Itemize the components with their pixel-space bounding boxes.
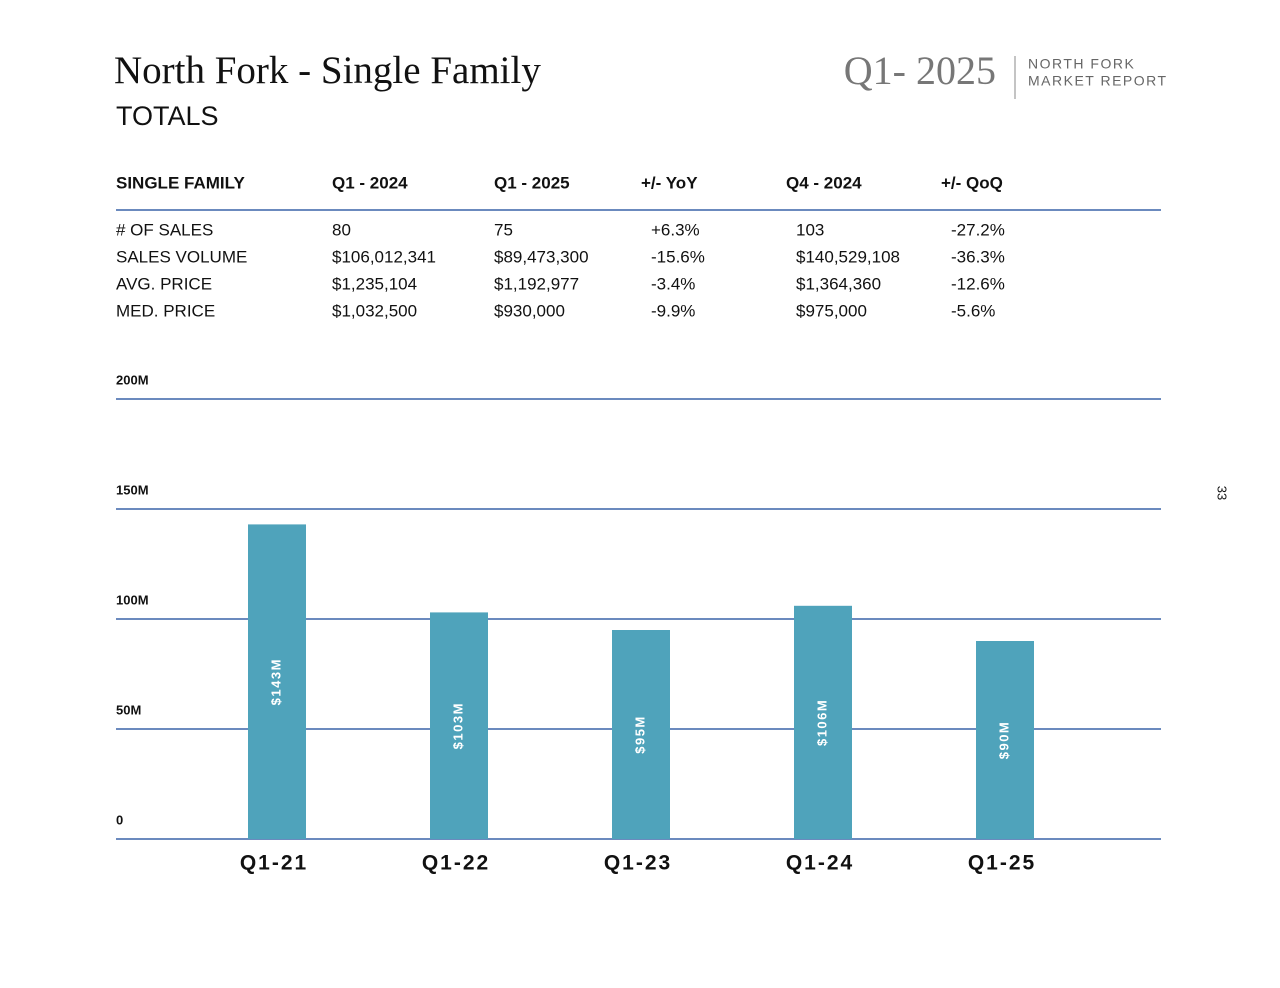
table-cell: AVG. PRICE (116, 274, 212, 293)
column-header: +/- QoQ (941, 173, 1003, 192)
brand: MARKET REPORT (1028, 73, 1168, 89)
table-cell: SALES VOLUME (116, 247, 247, 266)
y-tick-label: 0 (116, 812, 123, 827)
column-header: +/- YoY (641, 173, 698, 192)
table-cell: -15.6% (651, 247, 705, 266)
column-header: SINGLE FAMILY (116, 173, 245, 192)
bar (248, 524, 306, 839)
table-cell: $1,192,977 (494, 274, 579, 293)
period: Q1- 2025 (844, 48, 996, 93)
brand: NORTH FORK (1028, 56, 1135, 72)
column-header: Q1 - 2024 (332, 173, 408, 192)
bar-label: $143M (268, 658, 283, 705)
table-cell: -27.2% (951, 220, 1005, 239)
table-cell: 75 (494, 220, 513, 239)
x-tick-label: Q1-24 (786, 852, 854, 875)
bar (976, 641, 1034, 839)
title: North Fork - Single Family (114, 49, 541, 92)
table-cell: $930,000 (494, 301, 565, 320)
column-header: Q1 - 2025 (494, 173, 570, 192)
table-cell: 80 (332, 220, 351, 239)
table-cell: -12.6% (951, 274, 1005, 293)
y-tick-label: 50M (116, 702, 141, 717)
table-cell: $1,032,500 (332, 301, 417, 320)
bar (794, 605, 852, 839)
x-tick-label: Q1-23 (604, 852, 672, 875)
bar (612, 630, 670, 839)
table-cell: 103 (796, 220, 824, 239)
table-cell: -5.6% (951, 301, 995, 320)
table-cell: $106,012,341 (332, 247, 436, 266)
page-number: 33 (1215, 486, 1230, 500)
table-cell: $1,364,360 (796, 274, 881, 293)
bar-label: $106M (814, 699, 829, 746)
x-tick-label: Q1-21 (240, 852, 308, 875)
table-cell: $140,529,108 (796, 247, 900, 266)
x-tick-label: Q1-22 (422, 852, 490, 875)
table-cell: # OF SALES (116, 220, 213, 239)
bar (430, 612, 488, 839)
table-cell: -36.3% (951, 247, 1005, 266)
table-cell: -3.4% (651, 274, 695, 293)
table-cell: $975,000 (796, 301, 867, 320)
y-tick-label: 150M (116, 482, 149, 497)
y-tick-label: 100M (116, 592, 149, 607)
column-header: Q4 - 2024 (786, 173, 862, 192)
table-cell: $1,235,104 (332, 274, 417, 293)
y-tick-label: 200M (116, 372, 149, 387)
bar-label: $95M (632, 715, 647, 754)
table-cell: MED. PRICE (116, 301, 215, 320)
table-cell: -9.9% (651, 301, 695, 320)
table-cell: +6.3% (651, 220, 700, 239)
x-tick-label: Q1-25 (968, 852, 1036, 875)
subtitle: TOTALS (116, 101, 219, 131)
table-cell: $89,473,300 (494, 247, 589, 266)
bar-label: $103M (450, 702, 465, 749)
bar-label: $90M (996, 721, 1011, 760)
